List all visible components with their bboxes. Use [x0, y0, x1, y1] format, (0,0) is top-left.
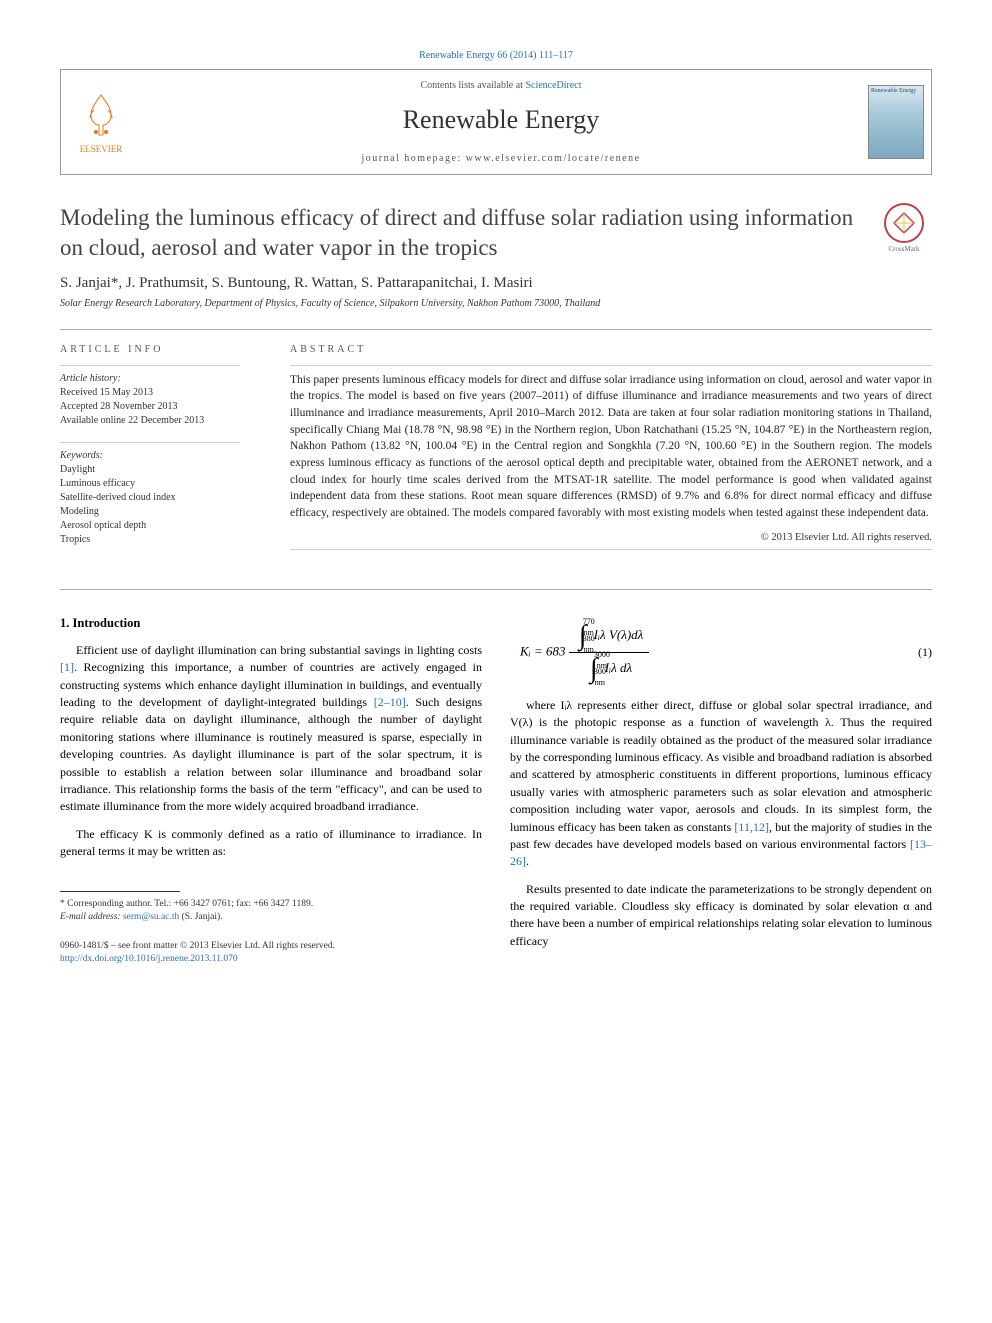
keyword: Modeling [60, 505, 260, 519]
history-block: Article history: Received 15 May 2013 Ac… [60, 372, 260, 428]
crossmark-icon [884, 203, 924, 243]
ref-link[interactable]: [1] [60, 660, 74, 674]
page-container: Renewable Energy 66 (2014) 111–117 ELSEV… [0, 0, 992, 1017]
eq-integrand: Iᵢλ V(λ)dλ [594, 627, 644, 642]
crossmark-label: CrossMark [888, 245, 919, 253]
email-link[interactable]: serm@su.ac.th [123, 912, 179, 922]
paragraph-1: Efficient use of daylight illumination c… [60, 642, 482, 816]
email-suffix: (S. Janjai). [179, 912, 222, 922]
abstract-divider [290, 365, 932, 366]
article-title: Modeling the luminous efficacy of direct… [60, 203, 856, 263]
keyword: Daylight [60, 463, 260, 477]
sciencedirect-link[interactable]: ScienceDirect [525, 80, 581, 91]
info-divider [60, 442, 240, 443]
article-info-column: ARTICLE INFO Article history: Received 1… [60, 344, 260, 561]
footnote-separator [60, 891, 180, 892]
journal-header: ELSEVIER Contents lists available at Sci… [60, 69, 932, 175]
keywords-block: Keywords: Daylight Luminous efficacy Sat… [60, 449, 260, 547]
header-center: Contents lists available at ScienceDirec… [141, 70, 861, 174]
abstract-divider-bottom [290, 549, 932, 550]
cover-title: Renewable Energy [871, 88, 916, 94]
journal-name: Renewable Energy [141, 105, 861, 135]
text-span: Efficient use of daylight illumination c… [76, 643, 482, 657]
eq-denominator: 3000 nm ∫ 300 nm Iᵢλ dλ [569, 653, 650, 683]
equation-number: (1) [918, 644, 932, 661]
keyword: Tropics [60, 533, 260, 547]
affiliation-line: Solar Energy Research Laboratory, Depart… [60, 298, 932, 309]
elsevier-tree-icon [76, 90, 126, 140]
contents-line: Contents lists available at ScienceDirec… [141, 80, 861, 91]
integral-icon: 770 nm ∫ 380 nm [575, 622, 591, 650]
email-label: E-mail address: [60, 912, 123, 922]
elsevier-logo[interactable]: ELSEVIER [61, 70, 141, 174]
homepage-url[interactable]: www.elsevier.com/locate/renene [466, 153, 641, 164]
received-date: Received 15 May 2013 [60, 386, 260, 400]
text-span: where Iᵢλ represents either direct, diff… [510, 698, 932, 834]
homepage-line: journal homepage: www.elsevier.com/locat… [141, 153, 861, 164]
abstract-column: ABSTRACT This paper presents luminous ef… [290, 344, 932, 561]
abstract-text: This paper presents luminous efficacy mo… [290, 372, 932, 522]
email-line: E-mail address: serm@su.ac.th (S. Janjai… [60, 911, 482, 924]
left-column: 1. Introduction Efficient use of dayligh… [60, 614, 482, 967]
body-columns: 1. Introduction Efficient use of dayligh… [60, 614, 932, 967]
keywords-label: Keywords: [60, 449, 260, 463]
text-span: . Such designs require reliable data on … [60, 695, 482, 813]
info-abstract-row: ARTICLE INFO Article history: Received 1… [60, 344, 932, 561]
article-info-heading: ARTICLE INFO [60, 344, 260, 355]
keyword: Aerosol optical depth [60, 519, 260, 533]
corr-author-line: * Corresponding author. Tel.: +66 3427 0… [60, 898, 482, 911]
authors-line: S. Janjai*, J. Prathumsit, S. Buntoung, … [60, 275, 932, 292]
section-1-heading: 1. Introduction [60, 614, 482, 632]
history-label: Article history: [60, 372, 260, 386]
corresponding-author-footnote: * Corresponding author. Tel.: +66 3427 0… [60, 898, 482, 925]
eq-fraction: 770 nm ∫ 380 nm Iᵢλ V(λ)dλ 3000 nm ∫ 300… [569, 622, 650, 683]
paragraph-3: where Iᵢλ represents either direct, diff… [510, 697, 932, 871]
journal-cover: Renewable Energy [861, 70, 931, 174]
equation-1: Kᵢ = 683 770 nm ∫ 380 nm Iᵢλ V(λ)dλ [510, 622, 932, 683]
equation-body: Kᵢ = 683 770 nm ∫ 380 nm Iᵢλ V(λ)dλ [510, 622, 918, 683]
info-divider [60, 365, 240, 366]
text-span: . [526, 854, 529, 868]
paragraph-4: Results presented to date indicate the p… [510, 881, 932, 951]
ref-link[interactable]: [11,12] [734, 820, 769, 834]
ref-link[interactable]: [2–10] [374, 695, 406, 709]
eq-lhs: Kᵢ = 683 [520, 643, 566, 658]
abstract-copyright: © 2013 Elsevier Ltd. All rights reserved… [290, 532, 932, 543]
keyword: Satellite-derived cloud index [60, 491, 260, 505]
elsevier-label: ELSEVIER [80, 144, 123, 154]
online-date: Available online 22 December 2013 [60, 414, 260, 428]
issn-line: 0960-1481/$ – see front matter © 2013 El… [60, 940, 482, 953]
footer-block: 0960-1481/$ – see front matter © 2013 El… [60, 940, 482, 967]
keyword: Luminous efficacy [60, 477, 260, 491]
divider [60, 329, 932, 330]
accepted-date: Accepted 28 November 2013 [60, 400, 260, 414]
divider [60, 589, 932, 590]
crossmark-badge[interactable]: CrossMark [876, 203, 932, 259]
cover-image: Renewable Energy [868, 85, 924, 159]
right-column: Kᵢ = 683 770 nm ∫ 380 nm Iᵢλ V(λ)dλ [510, 614, 932, 967]
homepage-prefix: journal homepage: [361, 153, 465, 164]
int-lower-bound: 300 nm [594, 666, 606, 689]
title-row: Modeling the luminous efficacy of direct… [60, 203, 932, 263]
contents-prefix: Contents lists available at [420, 80, 525, 91]
citation-line: Renewable Energy 66 (2014) 111–117 [60, 50, 932, 61]
paragraph-2: The efficacy K is commonly defined as a … [60, 826, 482, 861]
integral-icon: 3000 nm ∫ 300 nm [586, 655, 602, 683]
doi-link[interactable]: http://dx.doi.org/10.1016/j.renene.2013.… [60, 954, 238, 964]
abstract-heading: ABSTRACT [290, 344, 932, 355]
